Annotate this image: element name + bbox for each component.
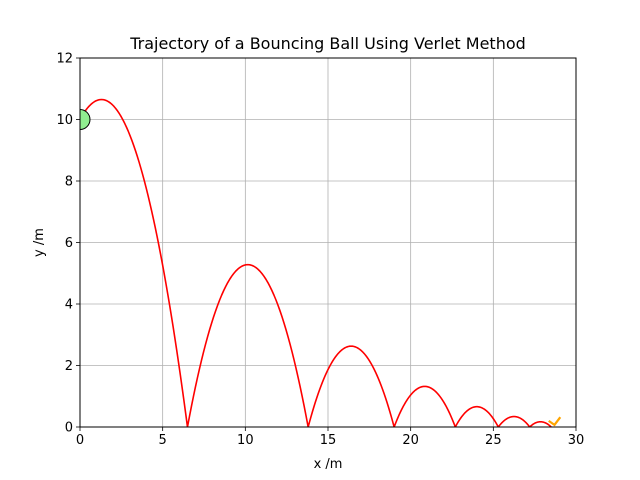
x-tick-label: 15 [320,433,337,448]
x-tick-label: 10 [237,433,254,448]
y-tick-label: 0 [65,421,73,436]
y-tick-label: 2 [65,359,73,374]
y-tick-label: 4 [65,298,73,313]
x-axis-ticks: 0 5 10 15 20 25 30 [76,427,584,448]
trajectory-group [80,98,562,427]
plot-area [80,98,562,427]
y-tick-label: 6 [65,236,73,251]
y-tick-label: 8 [65,175,73,190]
ball-end-marker [548,416,562,427]
x-tick-label: 20 [402,433,419,448]
chart-title: Trajectory of a Bouncing Ball Using Verl… [129,34,526,53]
y-tick-label: 10 [56,113,73,128]
x-axis-label: x /m [314,457,343,472]
x-tick-label: 30 [568,433,585,448]
x-tick-label: 5 [159,433,167,448]
y-axis-label: y /m [32,228,47,257]
y-axis-ticks: 0 2 4 6 8 10 12 [56,52,80,436]
ball-start-marker [80,109,91,130]
trajectory-line [80,98,552,427]
x-tick-label: 25 [485,433,502,448]
grid [79,57,577,428]
x-tick-label: 0 [76,433,84,448]
y-tick-label: 12 [56,52,73,67]
